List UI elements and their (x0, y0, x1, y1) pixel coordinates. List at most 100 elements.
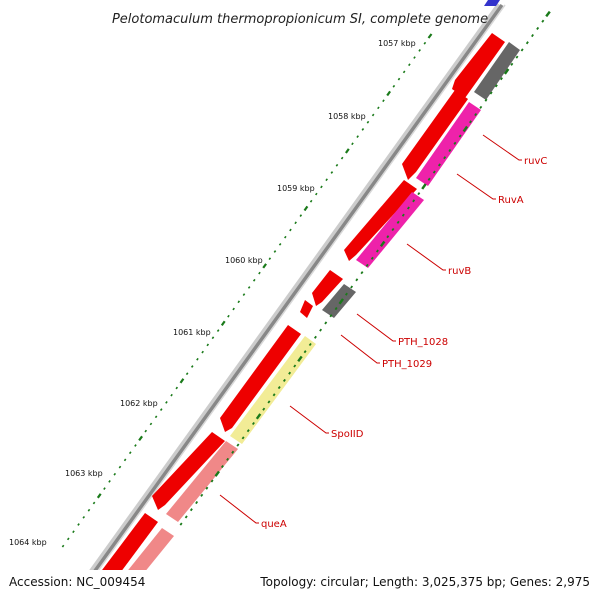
minor-tick (237, 300, 241, 304)
leader-PTH_1028 (356, 313, 396, 342)
minor-tick (489, 91, 493, 95)
minor-tick (165, 401, 168, 404)
minor-tick (205, 486, 209, 490)
minor-tick (510, 62, 514, 66)
tick-label: 1063 kbp (65, 469, 103, 478)
minor-tick (334, 307, 338, 311)
minor-tick (320, 185, 323, 189)
minor-tick (412, 199, 416, 203)
minor-tick (474, 113, 478, 117)
minor-tick (344, 292, 348, 296)
major-tick (262, 263, 267, 269)
minor-tick (262, 407, 266, 411)
minor-tick (375, 249, 379, 253)
minor-tick (231, 450, 235, 454)
minor-tick (401, 213, 405, 217)
minor-tick (247, 286, 251, 289)
minor-tick (303, 350, 307, 354)
minor-tick (437, 163, 441, 167)
tick-label: 1062 kbp (120, 399, 158, 408)
minor-tick (382, 99, 385, 103)
leader-ruvC (482, 134, 522, 161)
minor-tick (453, 141, 457, 145)
minor-tick (278, 243, 282, 246)
minor-tick (479, 105, 483, 109)
major-tick (338, 298, 344, 305)
minor-tick (252, 278, 256, 282)
major-tick (386, 90, 391, 97)
leader-SpoIID (289, 405, 329, 434)
minor-tick (520, 48, 524, 52)
minor-tick (515, 55, 519, 59)
major-tick (214, 470, 220, 477)
major-tick (220, 320, 226, 327)
minor-tick (189, 508, 193, 512)
minor-tick (170, 393, 173, 397)
minor-tick (175, 386, 179, 390)
minor-tick (325, 178, 328, 182)
minor-tick (61, 544, 65, 548)
gene-label-SpoIID: SpoIID (331, 429, 364, 440)
minor-tick (242, 293, 246, 296)
feature-salmon-1 (166, 441, 238, 522)
minor-tick (211, 336, 215, 340)
gene-label-ruvC: ruvC (524, 156, 547, 167)
tick-label: 1064 kbp (9, 538, 47, 547)
outer-tick-scale (61, 33, 433, 548)
reverse-strand-features (104, 42, 520, 600)
feature-red-6 (220, 325, 301, 432)
major-tick (179, 378, 185, 384)
major-tick (138, 435, 143, 442)
minor-tick (289, 228, 292, 232)
feature-red-4 (312, 270, 343, 306)
tick-label: 1057 kbp (378, 39, 416, 48)
feature-yellow-1 (230, 336, 316, 444)
feature-red-7 (152, 432, 225, 510)
minor-tick (351, 142, 354, 146)
minor-tick (294, 221, 297, 225)
map-title: Pelotomaculum thermopropionicum SI, comp… (112, 12, 488, 27)
minor-tick (525, 41, 529, 45)
minor-tick (113, 472, 117, 476)
forward-strand-features (82, 33, 505, 600)
minor-tick (356, 135, 359, 138)
minor-tick (531, 34, 534, 38)
minor-tick (360, 271, 364, 275)
minor-tick (494, 84, 498, 88)
minor-tick (313, 335, 317, 339)
major-tick (345, 148, 350, 154)
minor-tick (366, 120, 370, 124)
minor-tick (386, 235, 390, 239)
minor-tick (406, 206, 410, 210)
minor-tick (418, 49, 421, 52)
minor-tick (350, 285, 354, 289)
minor-tick (201, 350, 204, 354)
minor-tick (365, 263, 369, 268)
major-tick (96, 493, 102, 499)
minor-tick (284, 235, 287, 239)
leader-RuvA (456, 173, 496, 200)
minor-tick (391, 227, 395, 232)
minor-tick (536, 26, 540, 30)
minor-tick (134, 444, 137, 447)
accession-text: Accession: NC_009454 (9, 575, 145, 589)
feature-magenta-2 (356, 192, 424, 268)
minor-tick (299, 214, 303, 217)
minor-tick (402, 70, 406, 74)
minor-tick (251, 421, 255, 426)
minor-tick (227, 314, 230, 318)
minor-tick (268, 257, 272, 261)
minor-tick (329, 314, 333, 318)
features (82, 0, 520, 600)
minor-tick (448, 148, 452, 153)
footer-background (0, 570, 600, 600)
minor-tick (541, 19, 545, 23)
minor-tick (210, 479, 214, 483)
minor-tick (423, 41, 427, 45)
tick-label: 1060 kbp (225, 256, 263, 265)
inner-tick-scale (179, 10, 551, 526)
gene-label-PTH_1028: PTH_1028 (398, 337, 448, 348)
minor-tick (87, 508, 91, 512)
minor-tick (309, 199, 313, 203)
major-tick (503, 68, 510, 75)
